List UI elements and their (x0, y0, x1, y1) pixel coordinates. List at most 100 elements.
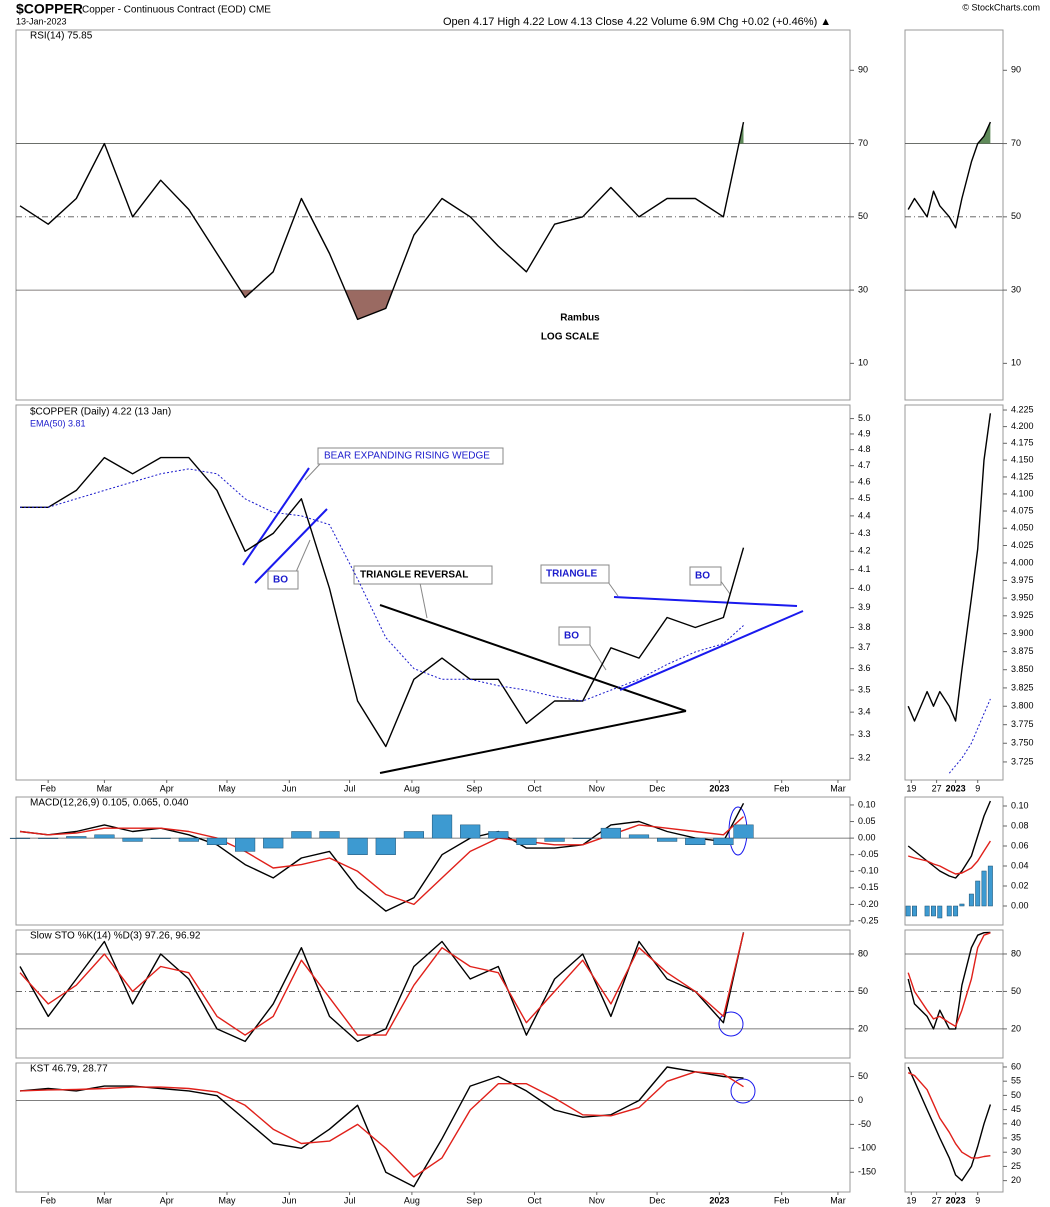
annotations: BEAR EXPANDING RISING WEDGE BO TRIANGLE … (267, 447, 731, 671)
series-line (907, 931, 991, 1030)
annotation: Rambus (560, 313, 600, 324)
x-tick-label: Feb (774, 1195, 790, 1205)
x-tick-label: Oct (527, 783, 542, 793)
x-tick-label: Feb (40, 783, 56, 793)
y-tick-label: -0.15 (858, 882, 879, 892)
histogram-bar (347, 837, 368, 855)
y-tick-label: 3.950 (1011, 592, 1034, 602)
y-tick-label: 3.7 (858, 642, 871, 652)
x-tick-label: 19 (906, 1195, 916, 1205)
callout-pointer (295, 539, 311, 573)
y-tick-label: -150 (858, 1167, 876, 1177)
y-tick-label: 3.775 (1011, 719, 1034, 729)
x-tick-label: Jul (344, 1195, 356, 1205)
panel-frame (904, 796, 1004, 926)
x-tick-label: Mar (97, 1195, 113, 1205)
y-tick-label: 10 (858, 358, 868, 368)
y-tick-label: 80 (1011, 948, 1021, 958)
histogram-bar (968, 893, 974, 907)
y-tick-label: 30 (858, 284, 868, 294)
histogram-bar (572, 837, 593, 839)
histogram-bar (912, 905, 917, 917)
y-tick-label: 20 (858, 1023, 868, 1033)
y-tick-label: 3.6 (858, 663, 871, 673)
x-tick-label: Feb (40, 1195, 56, 1205)
y-tick-label: 3.2 (858, 753, 871, 763)
histogram-bar (9, 837, 31, 839)
x-tick-label: 9 (975, 783, 980, 793)
panel-title: RSI(14) 75.85 (30, 31, 93, 42)
histogram-bar (178, 837, 199, 842)
y-tick-label: 50 (858, 986, 868, 996)
x-tick-label: 27 (932, 783, 942, 793)
y-tick-label: 4.4 (858, 510, 871, 520)
y-tick-label: 0 (858, 1095, 863, 1105)
y-tick-label: 35 (1011, 1132, 1021, 1142)
x-tick-label: 9 (975, 1195, 980, 1205)
x-tick-label: 19 (906, 783, 916, 793)
x-tick-label: Nov (589, 783, 606, 793)
series-line (19, 121, 745, 321)
y-tick-label: 4.0 (858, 583, 871, 593)
histogram-bar (431, 814, 453, 839)
series-line (20, 456, 745, 748)
trend-line (619, 610, 804, 691)
trend-line (242, 467, 310, 566)
y-tick-label: 4.8 (858, 444, 871, 454)
panel-frame (15, 929, 851, 1059)
y-tick-label: 4.7 (858, 460, 871, 470)
callout-pointer (304, 463, 321, 481)
trend-lines (242, 467, 804, 1104)
x-tick-label: Feb (774, 783, 790, 793)
x-tick-label: May (219, 783, 237, 793)
y-tick-label: -100 (858, 1143, 876, 1153)
panel-frame (904, 29, 1004, 401)
y-tick-label: 3.725 (1011, 756, 1034, 766)
y-tick-label: 3.975 (1011, 575, 1034, 585)
series-line (948, 698, 991, 774)
series-line (907, 121, 992, 229)
annotation-box (353, 565, 493, 585)
series-line (19, 802, 745, 912)
y-tick-label: 4.075 (1011, 505, 1034, 515)
panel-frame (15, 404, 851, 781)
annotation-box (317, 447, 504, 465)
y-tick-label: 0.00 (858, 832, 876, 842)
y-tick-label: 10 (1011, 358, 1021, 368)
y-tick-label: 3.9 (858, 602, 871, 612)
histogram-bar (460, 824, 481, 839)
trend-line (254, 508, 328, 584)
y-tick-label: 4.9 (858, 428, 871, 438)
histogram-bar (488, 831, 509, 839)
y-tick-label: 3.750 (1011, 738, 1034, 748)
x-tick-label: Dec (649, 1195, 666, 1205)
series-line (907, 1066, 992, 1182)
y-tick-label: 50 (1011, 1090, 1021, 1100)
y-tick-label: 25 (1011, 1161, 1021, 1171)
y-tick-label: 4.175 (1011, 438, 1034, 448)
legend-entry: EMA(50) 3.81 (30, 418, 86, 428)
histogram-bar (975, 880, 981, 907)
annotation: TRIANGLE REVERSAL (360, 570, 468, 581)
y-tick-label: 3.825 (1011, 682, 1034, 692)
series-line (907, 840, 991, 875)
histogram-bar (291, 831, 312, 839)
y-tick-label: 4.125 (1011, 471, 1034, 481)
y-tick-label: 3.8 (858, 622, 871, 632)
histogram-bar (600, 827, 621, 839)
x-tick-label: May (219, 1195, 237, 1205)
instrument-name: Copper - Continuous Contract (EOD) CME (82, 5, 271, 16)
panel-frame (904, 1062, 1004, 1193)
y-tick-label: 20 (1011, 1175, 1021, 1185)
x-tick-label: Oct (527, 1195, 542, 1205)
y-tick-label: 3.5 (858, 684, 871, 694)
y-tick-label: 50 (858, 211, 868, 221)
panel-frame (904, 929, 1004, 1059)
y-tick-label: 50 (858, 1071, 868, 1081)
y-tick-label: 0.08 (1011, 820, 1029, 830)
y-tick-label: -0.05 (858, 849, 879, 859)
date: 13-Jan-2023 (16, 16, 67, 26)
histogram-bar (959, 903, 965, 907)
annotation: BEAR EXPANDING RISING WEDGE (324, 451, 490, 462)
